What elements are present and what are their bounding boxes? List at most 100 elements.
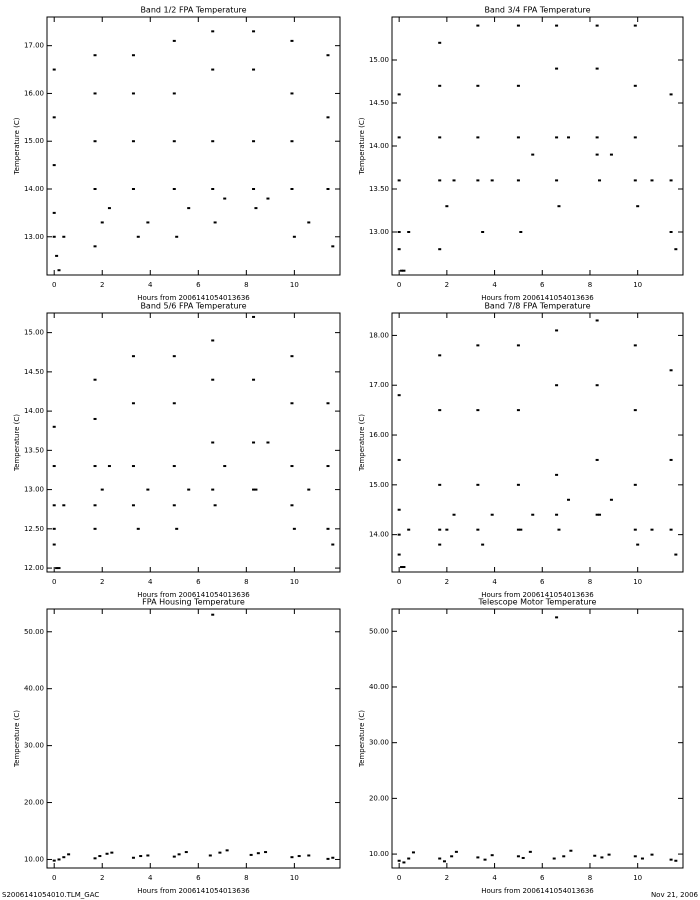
point xyxy=(516,409,520,412)
x-axis-label: Hours from 2006141054013636 xyxy=(137,294,250,302)
point xyxy=(131,355,135,358)
point xyxy=(252,441,256,444)
point xyxy=(211,30,215,33)
point xyxy=(600,856,604,859)
point xyxy=(211,613,215,616)
point xyxy=(211,68,215,71)
point xyxy=(307,488,311,491)
point xyxy=(483,858,487,861)
point xyxy=(402,269,406,272)
point xyxy=(307,854,311,857)
footer-right: Nov 21, 2006 xyxy=(651,891,699,899)
point xyxy=(93,188,97,190)
y-tick-label: 20.00 xyxy=(24,799,44,807)
point xyxy=(292,235,296,238)
point xyxy=(476,483,480,486)
plot-frame xyxy=(391,312,684,573)
x-tick-label: 10 xyxy=(633,578,642,586)
point xyxy=(172,355,176,358)
point xyxy=(555,179,559,182)
x-tick-label: 6 xyxy=(196,281,201,289)
x-tick-label: 2 xyxy=(100,874,104,882)
point xyxy=(290,188,294,190)
point xyxy=(633,24,637,27)
point xyxy=(252,378,256,381)
point xyxy=(516,24,520,27)
point xyxy=(640,857,644,860)
point xyxy=(595,319,599,322)
point xyxy=(650,179,654,182)
point xyxy=(516,528,520,531)
x-tick-label: 2 xyxy=(100,281,104,289)
y-tick-label: 30.00 xyxy=(24,742,44,750)
x-axis-label: Hours from 2006141054013636 xyxy=(481,591,594,599)
point xyxy=(593,854,597,857)
point xyxy=(516,344,520,347)
x-tick-label: 0 xyxy=(397,281,401,289)
point xyxy=(131,92,135,95)
point xyxy=(438,528,442,531)
point xyxy=(67,853,71,856)
point xyxy=(438,543,442,546)
point xyxy=(223,197,227,200)
point xyxy=(481,231,485,233)
x-axis-label: Hours from 2006141054013636 xyxy=(481,294,594,302)
plot-frame xyxy=(391,608,684,869)
y-tick-label: 30.00 xyxy=(369,739,389,747)
y-tick-label: 14.00 xyxy=(369,531,389,539)
point xyxy=(397,458,401,461)
point xyxy=(107,465,111,468)
point xyxy=(52,465,56,468)
point xyxy=(407,231,411,233)
point xyxy=(55,254,59,257)
point xyxy=(326,465,330,468)
point xyxy=(490,179,494,182)
footer-left: S2006141054010.TLM_GAC xyxy=(2,891,99,899)
point xyxy=(218,851,222,854)
point xyxy=(438,857,442,860)
point xyxy=(438,136,442,139)
y-tick-label: 14.00 xyxy=(369,142,389,150)
y-tick-label: 10.00 xyxy=(24,855,44,863)
point xyxy=(225,849,229,852)
point xyxy=(490,513,494,516)
point xyxy=(531,513,535,516)
point xyxy=(326,857,330,860)
point xyxy=(57,567,61,570)
x-tick-label: 10 xyxy=(290,281,299,289)
point xyxy=(249,853,253,856)
point xyxy=(100,488,104,491)
point xyxy=(438,41,442,44)
point xyxy=(531,153,535,156)
point xyxy=(172,855,176,858)
point xyxy=(146,854,150,857)
point xyxy=(131,402,135,405)
point xyxy=(172,39,176,42)
x-tick-label: 0 xyxy=(52,578,56,586)
point xyxy=(93,417,97,420)
y-tick-label: 13.00 xyxy=(369,228,389,236)
point xyxy=(438,248,442,251)
point xyxy=(52,211,56,214)
point xyxy=(266,441,270,444)
point xyxy=(252,68,256,71)
y-axis-label: Temperature (C) xyxy=(13,710,21,768)
point xyxy=(669,528,673,531)
point xyxy=(407,528,411,531)
point xyxy=(211,441,215,444)
point xyxy=(452,179,456,182)
point xyxy=(131,504,135,507)
point xyxy=(516,179,520,182)
y-tick-label: 13.50 xyxy=(24,446,44,454)
x-tick-label: 10 xyxy=(633,281,642,289)
point xyxy=(100,221,104,224)
point xyxy=(326,402,330,405)
point xyxy=(609,498,613,501)
x-tick-label: 0 xyxy=(52,874,56,882)
point xyxy=(595,513,599,516)
point xyxy=(55,567,59,570)
point xyxy=(555,329,559,332)
point xyxy=(172,504,176,507)
y-tick-label: 12.00 xyxy=(24,564,44,572)
point xyxy=(476,84,480,87)
